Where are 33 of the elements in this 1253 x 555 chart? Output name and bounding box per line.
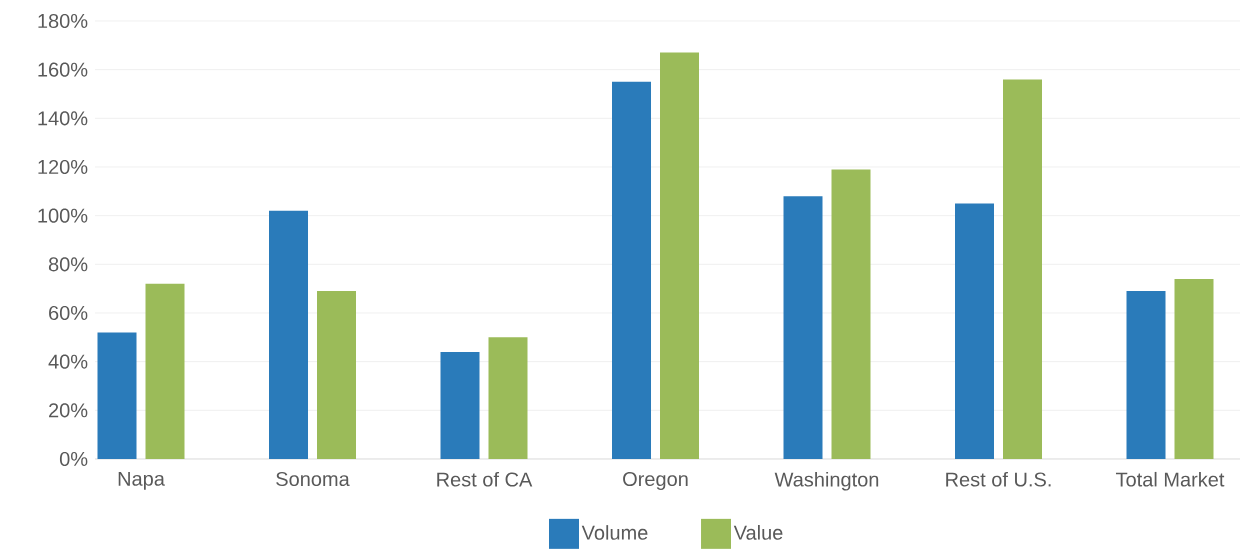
y-tick-label: 180% (38, 13, 88, 29)
bar (1174, 278, 1214, 459)
x-tick-label: Sonoma (276, 471, 350, 487)
bar (440, 351, 480, 459)
bar (831, 169, 871, 459)
bar (97, 332, 137, 459)
bar (783, 196, 823, 459)
x-tick-label: Napa (118, 471, 165, 490)
bar (1126, 291, 1166, 459)
legend-label: Value (733, 525, 783, 540)
y-tick-label: 20% (49, 403, 88, 418)
bar (317, 291, 357, 459)
legend-label: Volume (581, 525, 648, 540)
y-tick-label: 80% (48, 257, 88, 272)
x-tick-label: Rest of CA (437, 471, 533, 487)
x-tick-label: Total Market (1115, 471, 1225, 487)
y-tick-label: 100% (38, 208, 88, 223)
x-tick-label: Rest of U.S. (946, 471, 1051, 487)
bar (660, 52, 700, 459)
y-tick-label: 160% (38, 62, 88, 77)
y-tick-label: 140% (38, 111, 88, 126)
x-tick-label: Oregon (623, 471, 688, 491)
bar (488, 337, 528, 459)
y-tick-label: 60% (49, 305, 88, 321)
x-tick-label: Washington (774, 471, 879, 491)
bar (145, 283, 185, 459)
y-tick-label: 0% (59, 451, 88, 467)
bar (1003, 79, 1043, 459)
bar (955, 203, 994, 459)
y-tick-label: 40% (48, 354, 88, 369)
bar (612, 81, 651, 459)
y-tick-label: 120% (38, 159, 88, 175)
bar (269, 210, 308, 459)
